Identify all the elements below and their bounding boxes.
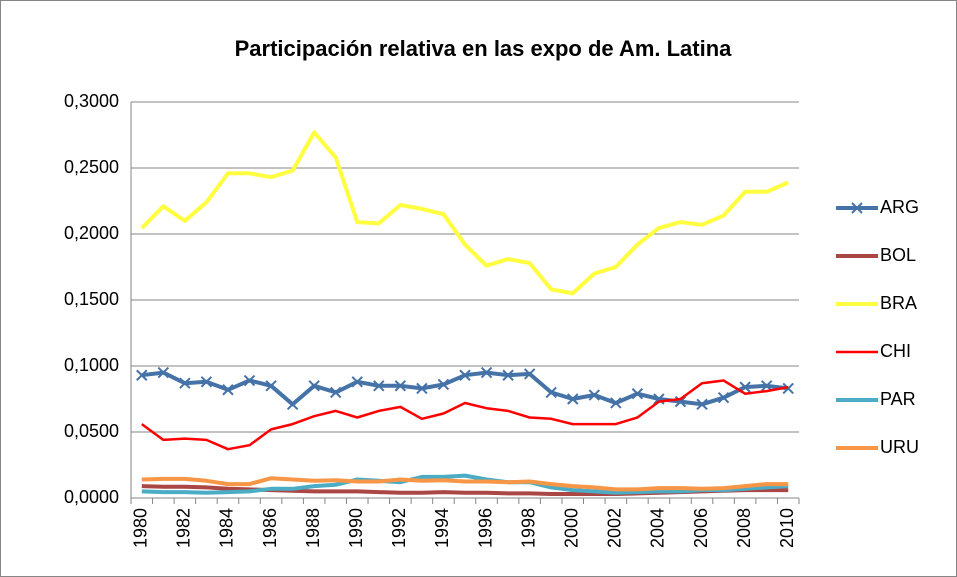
x-tick-label: 1992 xyxy=(389,508,409,548)
series-marker xyxy=(136,369,148,381)
y-tick-label: 0,2000 xyxy=(64,223,119,243)
series-marker xyxy=(437,378,450,391)
x-tick-label: 2008 xyxy=(734,508,754,548)
series-marker xyxy=(631,388,644,400)
x-tick-label: 1994 xyxy=(432,508,452,548)
series-marker xyxy=(480,366,493,379)
series-marker xyxy=(459,369,471,381)
legend-label: BOL xyxy=(880,245,916,265)
legend-label: URU xyxy=(880,437,919,457)
x-tick-label: 2010 xyxy=(777,508,797,548)
series-marker xyxy=(717,391,730,404)
legend-label: ARG xyxy=(880,197,919,217)
x-tick-label: 1988 xyxy=(303,508,323,548)
x-tick-label: 2004 xyxy=(648,508,668,548)
y-tick-label: 0,1500 xyxy=(64,289,119,309)
series-marker xyxy=(416,382,428,395)
x-tick-label: 1984 xyxy=(217,508,237,548)
y-tick-label: 0,3000 xyxy=(64,91,119,111)
x-tick-label: 1982 xyxy=(174,508,194,548)
x-tick-label: 2000 xyxy=(561,508,581,548)
series-marker xyxy=(588,389,600,401)
series-line xyxy=(141,473,789,495)
series-marker xyxy=(610,397,622,409)
chart-title: Participación relativa en las expo de Am… xyxy=(235,36,733,61)
series-marker xyxy=(157,366,170,379)
series-marker xyxy=(286,398,299,410)
series-line xyxy=(141,379,789,451)
series-marker xyxy=(243,374,256,387)
series-marker xyxy=(696,398,708,410)
legend-label: PAR xyxy=(880,389,916,409)
series-marker xyxy=(222,384,234,396)
legend-marker xyxy=(851,202,863,214)
series-marker xyxy=(330,386,342,399)
y-tick-label: 0,1000 xyxy=(64,355,119,375)
y-tick-label: 0,0000 xyxy=(64,487,119,507)
legend-label: CHI xyxy=(880,341,911,361)
series-marker xyxy=(179,377,191,389)
series-marker xyxy=(308,380,320,392)
series-marker xyxy=(545,386,557,399)
legend-label: BRA xyxy=(880,293,917,313)
x-tick-label: 2006 xyxy=(691,508,711,548)
x-tick-label: 1980 xyxy=(131,508,151,548)
x-tick-label: 1986 xyxy=(260,508,280,548)
series-marker xyxy=(265,380,277,392)
series-marker xyxy=(760,380,773,392)
x-tick-label: 1990 xyxy=(346,508,366,548)
series-line xyxy=(141,476,789,492)
series-marker xyxy=(523,368,536,380)
series-marker xyxy=(394,380,407,392)
series-line xyxy=(140,130,789,296)
y-tick-label: 0,0500 xyxy=(64,421,119,441)
series-marker xyxy=(373,380,385,392)
series-marker xyxy=(351,376,363,388)
series-marker xyxy=(502,369,514,381)
series-marker xyxy=(200,376,213,388)
series-marker xyxy=(782,382,794,395)
series-marker xyxy=(567,393,579,405)
y-tick-label: 0,2500 xyxy=(64,157,119,177)
x-tick-label: 1998 xyxy=(518,508,538,548)
x-tick-label: 2002 xyxy=(605,508,625,548)
x-tick-label: 1996 xyxy=(475,508,495,548)
